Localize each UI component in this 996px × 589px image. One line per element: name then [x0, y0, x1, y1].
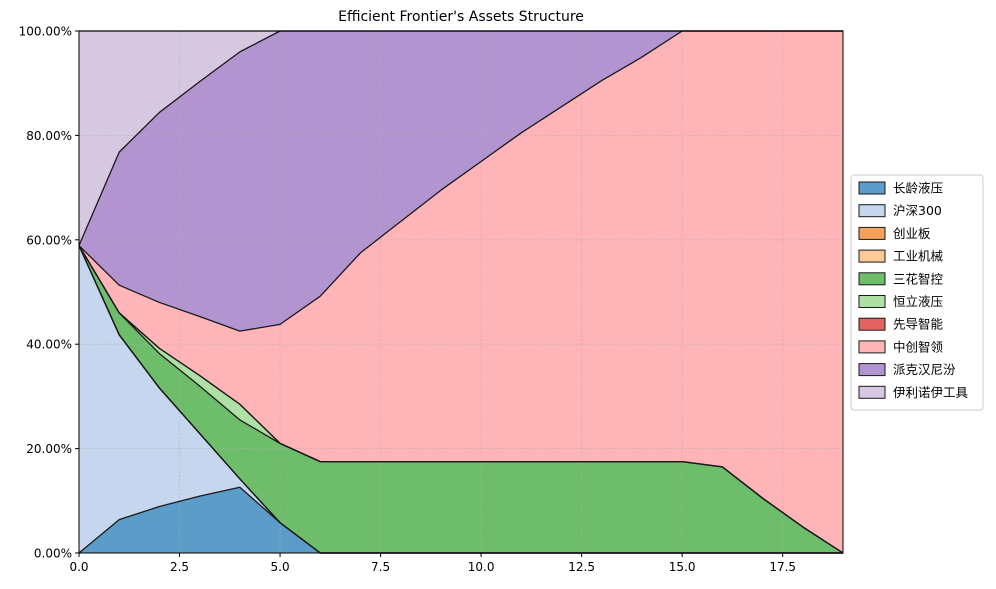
y-tick-label: 100.00%: [19, 25, 72, 39]
legend-swatch: [858, 363, 886, 377]
legend-swatch: [858, 181, 886, 195]
area-layers: [79, 31, 843, 554]
x-tick-label: 10.0: [468, 560, 495, 574]
legend-label: 伊利诺伊工具: [893, 385, 969, 400]
y-tick-label: 40.00%: [26, 338, 72, 352]
area-series-9: [79, 31, 843, 246]
legend-swatch: [858, 340, 886, 354]
legend-swatch: [858, 226, 886, 240]
plot-frame: [78, 30, 844, 554]
y-tick-label: 20.00%: [26, 442, 72, 456]
x-tick-label: 7.5: [371, 560, 390, 574]
legend-label: 先导智能: [893, 317, 944, 332]
legend-swatch: [858, 295, 886, 308]
legend-label: 创业板: [893, 226, 931, 241]
legend-swatch: [858, 204, 886, 218]
x-tick-label: 2.5: [170, 560, 189, 574]
x-tick-label: 5.0: [271, 560, 290, 574]
legend-label: 长龄液压: [893, 181, 943, 196]
y-tick-label: 0.00%: [34, 547, 72, 561]
legend-swatch: [858, 317, 886, 331]
area-series-0: [79, 487, 843, 553]
x-tick-label: 17.5: [769, 560, 796, 574]
legend-label: 三花智控: [893, 271, 944, 286]
x-axis: 0.0 2.5 5.0 7.5 10.0 12.5 15.0 17.5: [69, 553, 796, 574]
legend-swatch: [858, 385, 886, 399]
legend-swatch: [858, 249, 886, 263]
area-series-4: [79, 245, 843, 554]
area-boundary-6: [78, 245, 844, 554]
legend-label: 工业机械: [893, 249, 944, 264]
y-tick-label: 80.00%: [26, 129, 72, 143]
legend-label: 派克汉尼汾: [893, 362, 956, 377]
y-tick-label: 60.00%: [26, 233, 72, 247]
legend-label: 恒立液压: [893, 294, 943, 309]
x-tick-label: 15.0: [669, 560, 696, 574]
area-series-7: [79, 31, 843, 553]
legend-label: 中创智领: [893, 339, 944, 354]
x-tick-label: 12.5: [568, 560, 595, 574]
y-axis: 0.00% 20.00% 40.00% 60.00% 80.00% 100.00%: [19, 25, 79, 561]
chart-title: Efficient Frontier's Assets Structure: [338, 9, 584, 25]
legend-label: 沪深300: [893, 203, 942, 218]
legend-swatch: [858, 272, 886, 286]
area-series-8: [79, 31, 843, 332]
x-tick-label: 0.0: [69, 560, 88, 574]
